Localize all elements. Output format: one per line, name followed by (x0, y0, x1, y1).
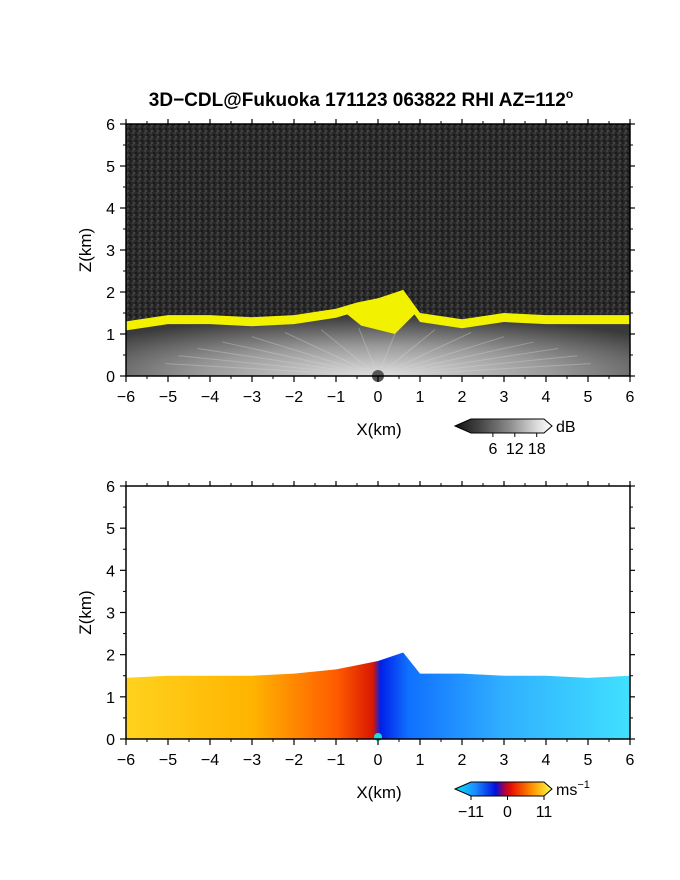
x-tick-label: 2 (458, 389, 467, 406)
x-tick-label: −2 (285, 752, 303, 769)
colorbar-tick-label: 12 (506, 441, 524, 458)
beam-streak (377, 329, 436, 377)
velocity-region (126, 652, 630, 739)
beam-streak (197, 347, 379, 377)
y-tick-label: 0 (106, 732, 115, 749)
beam-streak (377, 363, 591, 377)
y-tick-label: 5 (106, 521, 115, 538)
x-tick-label: 4 (542, 389, 551, 406)
x-tick-label: 3 (500, 389, 509, 406)
y-tick-label: 1 (106, 327, 115, 344)
y-tick-label: 5 (106, 159, 115, 176)
velocity-panel: −6 −5 −4 −3 −2 −1 0 1 2 3 4 5 6 0 1 2 3 4 5 6 X(km) Z(km) −11 0… (76, 479, 635, 821)
colorbar-tick-label: 11 (536, 804, 553, 821)
high-reflectivity-core (340, 289, 416, 334)
colorbar-tick-label: −11 (458, 804, 484, 821)
x-tick-label: 6 (626, 752, 635, 769)
x-tick-label: 6 (626, 389, 635, 406)
y-tick-label: 2 (106, 285, 115, 302)
x-tick-label: 1 (416, 752, 425, 769)
beam-streak (284, 332, 379, 377)
y-tick-label: 0 (106, 369, 115, 386)
x-tick-label: 1 (416, 389, 425, 406)
x-tick-label: 4 (542, 752, 551, 769)
y-tick-label: 2 (106, 648, 115, 665)
x-tick-label: −3 (243, 389, 261, 406)
y-axis-label: Z(km) (76, 228, 95, 272)
y-tick-label: 6 (106, 117, 115, 134)
beam-streak (377, 327, 398, 377)
colorbar (453, 418, 553, 434)
beam-streak (377, 347, 559, 377)
x-tick-label: −4 (201, 389, 219, 406)
beam-streak (377, 341, 534, 377)
beam-streak (358, 327, 379, 377)
beam-streak (377, 336, 505, 377)
x-tick-label: 3 (500, 752, 509, 769)
beam-streak (377, 332, 472, 377)
beam-streak (320, 329, 379, 377)
colorbar-unit: dB (556, 419, 576, 436)
x-tick-label: 5 (584, 752, 593, 769)
x-tick-label: −4 (201, 752, 219, 769)
x-tick-label: 0 (374, 389, 383, 406)
x-tick-label: −1 (327, 752, 345, 769)
y-tick-label: 3 (106, 606, 115, 623)
colorbar-tick-label: 0 (503, 804, 512, 821)
beam-streak (178, 355, 379, 377)
beam-streak (377, 355, 578, 377)
x-tick-label: −1 (327, 389, 345, 406)
colorbar-tick-label: 6 (488, 441, 497, 458)
beam-streak (165, 363, 379, 377)
x-axis-label: X(km) (356, 783, 401, 802)
colorbar (453, 781, 553, 797)
x-tick-label: 2 (458, 752, 467, 769)
figure-title: 3D−CDL@Fukuoka 171123 063822 RHI AZ=112o (149, 87, 573, 111)
x-tick-label: −5 (159, 752, 177, 769)
x-tick-label: −2 (285, 389, 303, 406)
x-tick-label: 5 (584, 389, 593, 406)
y-tick-label: 1 (106, 690, 115, 707)
y-tick-label: 6 (106, 479, 115, 496)
x-tick-label: −6 (117, 389, 135, 406)
high-reflectivity-band (126, 289, 630, 331)
y-tick-label: 3 (106, 243, 115, 260)
colorbar-unit: ms−1 (556, 779, 590, 799)
y-tick-label: 4 (106, 563, 115, 580)
x-tick-label: −3 (243, 752, 261, 769)
x-tick-label: 0 (374, 752, 383, 769)
y-tick-label: 4 (106, 201, 115, 218)
beam-streak (222, 341, 379, 377)
echo-region (126, 289, 630, 376)
y-axis-label: Z(km) (76, 590, 95, 634)
x-axis-label: X(km) (356, 420, 401, 439)
x-tick-label: −6 (117, 752, 135, 769)
beam-streak (251, 336, 379, 377)
x-tick-label: −5 (159, 389, 177, 406)
colorbar-tick-label: 18 (528, 441, 546, 458)
